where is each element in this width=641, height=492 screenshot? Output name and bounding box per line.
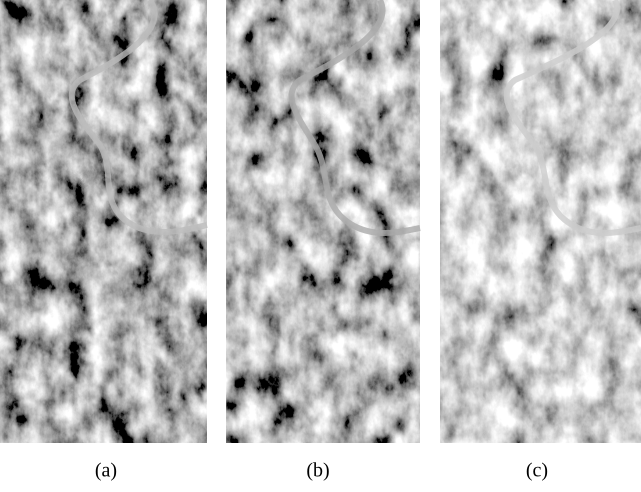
page: (a) (b) (c) (() => { const data = JSON.p… — [0, 0, 641, 492]
panel-label: (b) — [306, 460, 329, 482]
figure: (a) (b) (c) — [0, 0, 641, 492]
panel-b-image — [226, 0, 420, 443]
panel-a-image — [0, 0, 207, 443]
panel-label: (c) — [526, 460, 548, 482]
panel-label: (a) — [95, 460, 117, 482]
panel-c-image — [440, 0, 641, 443]
